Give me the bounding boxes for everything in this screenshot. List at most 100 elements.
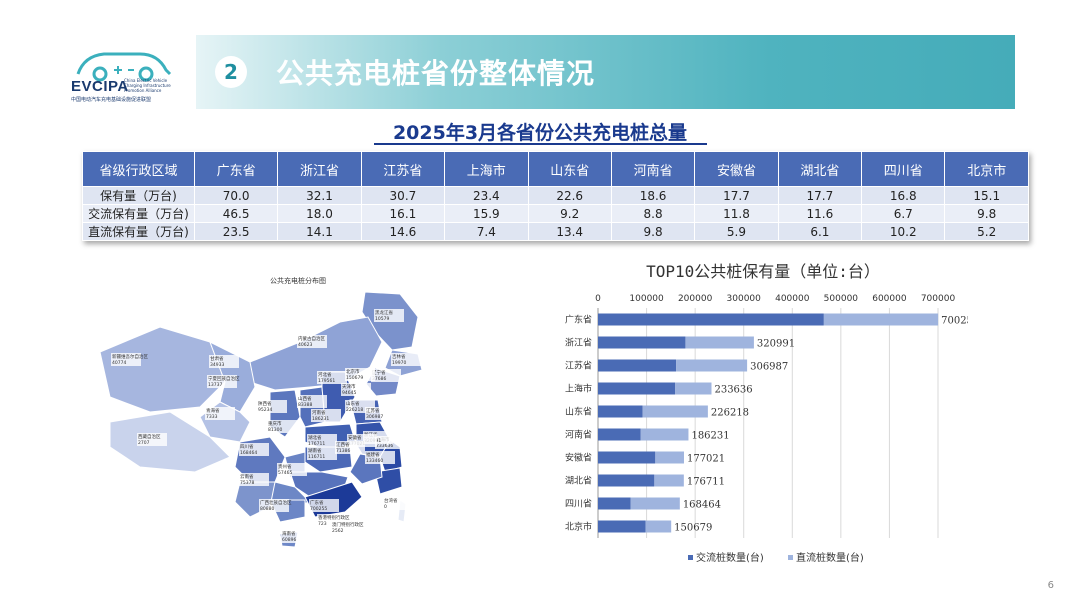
table-cell: 17.7 <box>694 186 779 205</box>
chart-x-tick-label: 100000 <box>629 294 664 304</box>
chart-bar-dc <box>675 382 712 395</box>
map-label-value: 306987 <box>366 414 383 420</box>
table-header-province: 浙江省 <box>277 151 362 187</box>
map-label-value: 34933 <box>210 362 224 368</box>
map-label-name: 北京市 <box>346 368 360 375</box>
map-label-name: 广东省 <box>310 499 324 506</box>
chart-x-tick-label: 500000 <box>824 294 859 304</box>
summary-table: 省级行政区域 广东省 浙江省 江苏省 上海市 山东省 河南省 安徽省 湖北省 四川省 北京市 保有量… <box>82 151 1029 241</box>
table-cell: 5.9 <box>694 222 779 241</box>
chart-total-label: 177021 <box>687 454 725 465</box>
map-label-name: 河北省 <box>318 371 332 378</box>
map-label-box <box>257 400 287 413</box>
map-label-value: 723 <box>318 521 327 527</box>
map-label-box <box>331 521 361 534</box>
map-label-value: 60896 <box>282 537 296 543</box>
map-label-value: 0 <box>384 504 387 510</box>
map-label-name: 台湾省 <box>384 497 398 504</box>
table-cell: 22.6 <box>527 186 612 205</box>
map-label-name: 辽宁省 <box>372 369 386 376</box>
title-banner <box>196 35 1015 109</box>
map-label-value: 150679 <box>346 375 363 381</box>
map-label-box <box>341 383 371 396</box>
map-label-box <box>239 443 269 456</box>
map-label-box <box>391 353 421 366</box>
map-label-value: 700255 <box>310 506 327 512</box>
table-header-province: 河南省 <box>610 151 696 187</box>
chart-total-label: 306987 <box>750 362 788 373</box>
map-label-name: 福建省 <box>366 451 380 458</box>
map-label-value: 57465 <box>278 470 292 476</box>
map-label-name: 山东省 <box>346 400 360 407</box>
map-label-name: 云南省 <box>240 473 254 480</box>
table-cell: 14.1 <box>277 222 362 241</box>
table-header-province: 上海市 <box>444 151 529 187</box>
map-label-name: 新疆维吾尔自治区 <box>112 353 148 360</box>
section-number-badge: 2 <box>215 56 247 88</box>
map-label-value: 95234 <box>258 407 272 413</box>
map-label-name: 吉林省 <box>392 353 406 360</box>
table-title: 2025年3月各省份公共充电桩总量 <box>392 122 688 144</box>
chart-total-label: 233636 <box>714 385 752 396</box>
map-label-box <box>317 371 347 384</box>
map-label-value: 2562 <box>332 528 344 534</box>
evcipa-logo-icon <box>76 52 172 82</box>
table-cell: 11.6 <box>777 204 863 223</box>
chart-category-label: 浙江省 <box>565 337 592 349</box>
map-label-name: 重庆市 <box>268 420 282 427</box>
chart-bar-ac <box>598 497 631 510</box>
chart-bar-dc <box>630 497 680 510</box>
table-cell: 9.8 <box>944 204 1029 223</box>
map-label-box <box>239 473 269 486</box>
chart-category-label: 四川省 <box>565 498 592 510</box>
map-label-box <box>281 530 311 543</box>
chart-category-label: 安徽省 <box>565 452 592 464</box>
table-title-underline <box>374 143 707 145</box>
map-label-value: 168464 <box>240 450 257 456</box>
map-label-box <box>365 407 395 420</box>
table-cell: 18.0 <box>277 204 362 223</box>
map-label-box <box>137 433 167 446</box>
logo-text: EVCIPA <box>71 78 129 95</box>
chart-bar-dc <box>642 405 708 418</box>
map-label-name: 广西壮族自治区 <box>260 499 292 506</box>
table-cell: 11.8 <box>694 204 779 223</box>
map-label-value: 75378 <box>240 480 254 486</box>
table-header-province: 湖北省 <box>777 151 863 187</box>
map-label-box <box>307 447 337 460</box>
table-header-province: 广东省 <box>193 151 279 187</box>
chart-bar-ac <box>598 428 641 441</box>
table-header-region: 省级行政区域 <box>82 151 195 187</box>
chart-bar-dc <box>645 520 672 533</box>
map-region <box>109 411 231 473</box>
chart-legend-label: 直流桩数量(台) <box>796 551 864 564</box>
map-label-value: 81300 <box>268 427 282 433</box>
map-label-value: 186231 <box>312 416 329 422</box>
table-cell: 16.8 <box>861 186 946 205</box>
chart-bar-ac <box>598 336 686 349</box>
map-label-box <box>267 420 297 433</box>
map-label-value: 80880 <box>260 506 274 512</box>
map-label-value: 40623 <box>298 342 312 348</box>
chart-bar-ac <box>598 359 677 372</box>
map-label-name: 安徽省 <box>348 434 362 441</box>
map-label-box <box>209 355 239 368</box>
chart-category-label: 上海市 <box>565 383 592 395</box>
page-title: 公共充电桩省份整体情况 <box>276 57 596 90</box>
chart-bar-dc <box>685 336 754 349</box>
map-label-value: 10579 <box>375 316 389 322</box>
